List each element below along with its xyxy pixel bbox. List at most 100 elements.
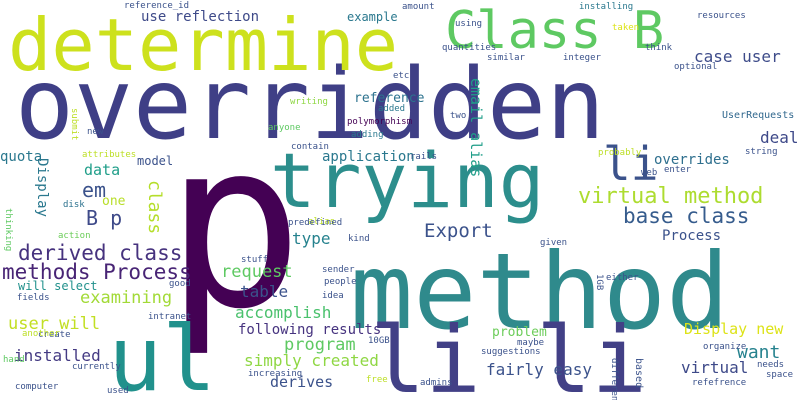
cloud-word: either <box>606 273 639 283</box>
cloud-word: reference_id <box>124 1 189 11</box>
cloud-word: overridden <box>15 48 605 162</box>
cloud-word: B p <box>86 206 122 230</box>
cloud-word: li li <box>370 307 647 400</box>
cloud-word: examining <box>80 288 172 308</box>
cloud-word: given <box>540 238 567 248</box>
cloud-word: UserRequests <box>722 110 794 121</box>
cloud-word: Export <box>424 220 493 242</box>
cloud-word: organize <box>703 342 746 352</box>
cloud-word: 10GB <box>368 336 390 346</box>
cloud-word: want <box>737 342 780 363</box>
cloud-word: method <box>350 231 729 353</box>
cloud-word: computer <box>15 382 59 392</box>
cloud-word: admins <box>420 378 453 388</box>
cloud-word: table <box>240 282 288 301</box>
cloud-word: based <box>633 358 644 388</box>
cloud-word: integer <box>563 53 602 63</box>
cloud-word: intranet <box>148 312 191 322</box>
cloud-word: following results <box>238 322 381 338</box>
cloud-word: installed <box>14 346 101 365</box>
cloud-word: using <box>455 19 482 29</box>
cloud-word: Display <box>34 158 50 217</box>
cloud-word: Class B <box>445 1 664 61</box>
cloud-word: web <box>641 168 657 178</box>
cloud-word: stuff <box>241 255 268 265</box>
cloud-word: base class <box>623 204 749 228</box>
cloud-word: overrides <box>654 152 730 168</box>
cloud-word: disk <box>63 200 85 210</box>
cloud-word: one <box>102 194 126 209</box>
cloud-word: ul <box>108 307 216 400</box>
cloud-word: good <box>169 279 191 289</box>
cloud-word: adding <box>351 130 384 140</box>
cloud-word: thinking <box>3 208 13 251</box>
cloud-word: two <box>450 111 466 121</box>
cloud-word: reference <box>354 91 425 106</box>
cloud-word: polymorphism <box>347 117 412 127</box>
cloud-word: submit <box>69 108 79 141</box>
cloud-word: writing <box>290 97 328 107</box>
cloud-word: probably <box>598 148 642 158</box>
cloud-word: will select <box>18 279 97 293</box>
cloud-word: alias <box>308 217 335 227</box>
cloud-word: virtual <box>681 358 748 377</box>
cloud-word: amount <box>402 2 435 12</box>
cloud-word: action <box>58 231 91 241</box>
cloud-word: accomplish <box>235 303 331 322</box>
cloud-word: example <box>347 10 398 24</box>
cloud-word: resources <box>697 11 746 21</box>
cloud-word: class <box>144 180 165 234</box>
cloud-word: new <box>87 127 104 137</box>
cloud-word: virtual method <box>578 184 763 209</box>
cloud-word: determine <box>8 3 398 87</box>
cloud-word: think <box>645 43 673 53</box>
cloud-word: space <box>766 370 793 380</box>
cloud-word: em <box>82 178 106 202</box>
cloud-word: optional <box>674 62 717 72</box>
cloud-word: derived class <box>18 241 182 265</box>
cloud-word: kind <box>348 234 370 244</box>
cloud-word: deal <box>760 128 799 147</box>
cloud-word: free <box>366 375 388 385</box>
cloud-word: idea <box>322 291 344 301</box>
cloud-word: refefrence <box>692 378 746 388</box>
cloud-word: program <box>284 335 356 355</box>
cloud-word: predefined <box>288 218 342 228</box>
cloud-word: user will <box>8 314 100 334</box>
cloud-word: rails <box>410 152 437 162</box>
cloud-word: quantities <box>442 43 496 53</box>
cloud-word: another <box>22 329 61 339</box>
cloud-word: trying <box>270 136 545 225</box>
cloud-word: email alias <box>467 78 485 177</box>
cloud-word: Display new <box>684 320 784 338</box>
cloud-word: used <box>107 386 129 396</box>
cloud-word: use reflection <box>141 9 259 25</box>
cloud-word: quota <box>0 149 42 165</box>
cloud-word: similar <box>487 53 526 63</box>
cloud-word: enter <box>664 165 692 175</box>
cloud-word: application <box>322 149 415 165</box>
cloud-word: request <box>221 262 293 282</box>
cloud-word: attributes <box>82 150 136 160</box>
cloud-word: fields <box>17 293 50 303</box>
cloud-word: Process <box>662 228 721 244</box>
cloud-word: maybe <box>517 338 544 348</box>
cloud-word: problem <box>492 325 547 340</box>
cloud-word: currently <box>72 362 121 372</box>
cloud-word: type <box>292 229 331 248</box>
cloud-word: increasing <box>248 369 302 379</box>
cloud-word: case user <box>694 47 781 66</box>
cloud-word: etc <box>393 71 409 81</box>
cloud-word: needs <box>757 360 784 370</box>
cloud-word: methods Process <box>2 260 192 284</box>
cloud-word: string <box>745 147 778 157</box>
cloud-word: contain <box>291 142 329 152</box>
cloud-word: hand <box>3 355 25 365</box>
cloud-word: model <box>137 154 173 168</box>
cloud-word: people <box>324 277 357 287</box>
cloud-word: added <box>378 104 405 114</box>
cloud-word: li <box>603 137 658 191</box>
cloud-word: sender <box>322 265 355 275</box>
